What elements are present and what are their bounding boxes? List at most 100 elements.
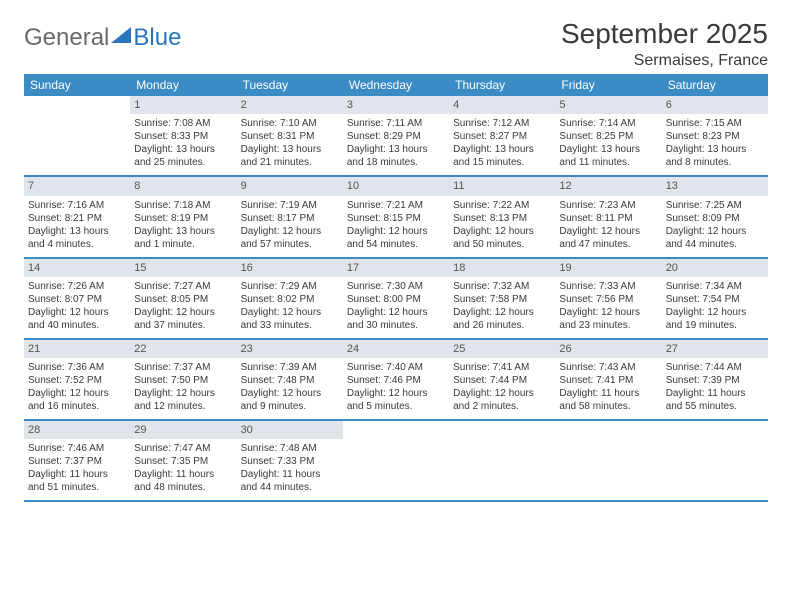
sunset-text: Sunset: 8:02 PM (241, 293, 339, 306)
week-row: 1Sunrise: 7:08 AMSunset: 8:33 PMDaylight… (24, 96, 768, 177)
day-number: 20 (662, 259, 768, 277)
daylight-line1: Daylight: 12 hours (559, 225, 657, 238)
day-number: 14 (24, 259, 130, 277)
dow-saturday: Saturday (662, 74, 768, 96)
day-cell: 8Sunrise: 7:18 AMSunset: 8:19 PMDaylight… (130, 177, 236, 256)
day-number: 29 (130, 421, 236, 439)
sunrise-text: Sunrise: 7:39 AM (241, 361, 339, 374)
day-number: 15 (130, 259, 236, 277)
day-cell: 23Sunrise: 7:39 AMSunset: 7:48 PMDayligh… (237, 340, 343, 419)
day-number: 7 (24, 177, 130, 195)
day-cell-blank (24, 96, 130, 175)
day-number: 26 (555, 340, 661, 358)
logo-word2: Blue (133, 26, 181, 50)
daylight-line2: and 26 minutes. (453, 319, 551, 332)
day-cell: 7Sunrise: 7:16 AMSunset: 8:21 PMDaylight… (24, 177, 130, 256)
week-row: 28Sunrise: 7:46 AMSunset: 7:37 PMDayligh… (24, 421, 768, 502)
day-cell: 14Sunrise: 7:26 AMSunset: 8:07 PMDayligh… (24, 259, 130, 338)
day-cell-blank (343, 421, 449, 500)
sunset-text: Sunset: 7:35 PM (134, 455, 232, 468)
week-row: 21Sunrise: 7:36 AMSunset: 7:52 PMDayligh… (24, 340, 768, 421)
day-cell: 21Sunrise: 7:36 AMSunset: 7:52 PMDayligh… (24, 340, 130, 419)
day-cell: 30Sunrise: 7:48 AMSunset: 7:33 PMDayligh… (237, 421, 343, 500)
sunrise-text: Sunrise: 7:46 AM (28, 442, 126, 455)
sunset-text: Sunset: 7:41 PM (559, 374, 657, 387)
sunset-text: Sunset: 8:25 PM (559, 130, 657, 143)
daylight-line1: Daylight: 13 hours (241, 143, 339, 156)
day-number: 24 (343, 340, 449, 358)
daylight-line1: Daylight: 11 hours (28, 468, 126, 481)
sunset-text: Sunset: 8:23 PM (666, 130, 764, 143)
daylight-line1: Daylight: 13 hours (559, 143, 657, 156)
sunset-text: Sunset: 8:27 PM (453, 130, 551, 143)
sunrise-text: Sunrise: 7:34 AM (666, 280, 764, 293)
day-number: 23 (237, 340, 343, 358)
day-number: 5 (555, 96, 661, 114)
daylight-line1: Daylight: 12 hours (347, 306, 445, 319)
day-number: 11 (449, 177, 555, 195)
daylight-line1: Daylight: 13 hours (134, 225, 232, 238)
sunrise-text: Sunrise: 7:32 AM (453, 280, 551, 293)
sunrise-text: Sunrise: 7:36 AM (28, 361, 126, 374)
sunset-text: Sunset: 7:39 PM (666, 374, 764, 387)
daylight-line1: Daylight: 12 hours (134, 306, 232, 319)
day-cell: 19Sunrise: 7:33 AMSunset: 7:56 PMDayligh… (555, 259, 661, 338)
sunrise-text: Sunrise: 7:22 AM (453, 199, 551, 212)
calendar: Sunday Monday Tuesday Wednesday Thursday… (24, 74, 768, 502)
day-cell: 12Sunrise: 7:23 AMSunset: 8:11 PMDayligh… (555, 177, 661, 256)
day-cell: 6Sunrise: 7:15 AMSunset: 8:23 PMDaylight… (662, 96, 768, 175)
dow-friday: Friday (555, 74, 661, 96)
daylight-line2: and 19 minutes. (666, 319, 764, 332)
sunrise-text: Sunrise: 7:18 AM (134, 199, 232, 212)
daylight-line2: and 9 minutes. (241, 400, 339, 413)
dow-monday: Monday (130, 74, 236, 96)
day-number: 30 (237, 421, 343, 439)
daylight-line1: Daylight: 13 hours (453, 143, 551, 156)
daylight-line2: and 1 minute. (134, 238, 232, 251)
sunrise-text: Sunrise: 7:15 AM (666, 117, 764, 130)
day-cell: 10Sunrise: 7:21 AMSunset: 8:15 PMDayligh… (343, 177, 449, 256)
day-cell: 5Sunrise: 7:14 AMSunset: 8:25 PMDaylight… (555, 96, 661, 175)
sunset-text: Sunset: 8:05 PM (134, 293, 232, 306)
sunset-text: Sunset: 7:52 PM (28, 374, 126, 387)
day-cell: 22Sunrise: 7:37 AMSunset: 7:50 PMDayligh… (130, 340, 236, 419)
sunrise-text: Sunrise: 7:27 AM (134, 280, 232, 293)
sunrise-text: Sunrise: 7:16 AM (28, 199, 126, 212)
sunset-text: Sunset: 7:56 PM (559, 293, 657, 306)
sunrise-text: Sunrise: 7:23 AM (559, 199, 657, 212)
dow-wednesday: Wednesday (343, 74, 449, 96)
sunrise-text: Sunrise: 7:33 AM (559, 280, 657, 293)
calendar-page: General Blue September 2025 Sermaises, F… (0, 0, 792, 502)
day-cell: 29Sunrise: 7:47 AMSunset: 7:35 PMDayligh… (130, 421, 236, 500)
day-number: 27 (662, 340, 768, 358)
dow-header-row: Sunday Monday Tuesday Wednesday Thursday… (24, 74, 768, 96)
day-number: 10 (343, 177, 449, 195)
day-cell-blank (662, 421, 768, 500)
daylight-line2: and 8 minutes. (666, 156, 764, 169)
sunset-text: Sunset: 8:09 PM (666, 212, 764, 225)
day-cell-blank (449, 421, 555, 500)
day-number: 2 (237, 96, 343, 114)
day-cell: 3Sunrise: 7:11 AMSunset: 8:29 PMDaylight… (343, 96, 449, 175)
daylight-line1: Daylight: 11 hours (241, 468, 339, 481)
sunset-text: Sunset: 7:37 PM (28, 455, 126, 468)
sunset-text: Sunset: 7:44 PM (453, 374, 551, 387)
sunrise-text: Sunrise: 7:26 AM (28, 280, 126, 293)
sunrise-text: Sunrise: 7:48 AM (241, 442, 339, 455)
day-cell: 11Sunrise: 7:22 AMSunset: 8:13 PMDayligh… (449, 177, 555, 256)
sunrise-text: Sunrise: 7:11 AM (347, 117, 445, 130)
daylight-line2: and 2 minutes. (453, 400, 551, 413)
day-number: 18 (449, 259, 555, 277)
sunset-text: Sunset: 8:11 PM (559, 212, 657, 225)
day-cell: 15 Sunrise: 7:27 AMSunset: 8:05 PMDayligh… (130, 259, 236, 338)
dow-tuesday: Tuesday (237, 74, 343, 96)
day-cell: 13Sunrise: 7:25 AMSunset: 8:09 PMDayligh… (662, 177, 768, 256)
sunset-text: Sunset: 7:48 PM (241, 374, 339, 387)
sunset-text: Sunset: 8:00 PM (347, 293, 445, 306)
daylight-line2: and 40 minutes. (28, 319, 126, 332)
daylight-line2: and 57 minutes. (241, 238, 339, 251)
daylight-line1: Daylight: 13 hours (134, 143, 232, 156)
day-number: 16 (237, 259, 343, 277)
sunrise-text: Sunrise: 7:29 AM (241, 280, 339, 293)
header-row: General Blue September 2025 Sermaises, F… (24, 18, 768, 70)
